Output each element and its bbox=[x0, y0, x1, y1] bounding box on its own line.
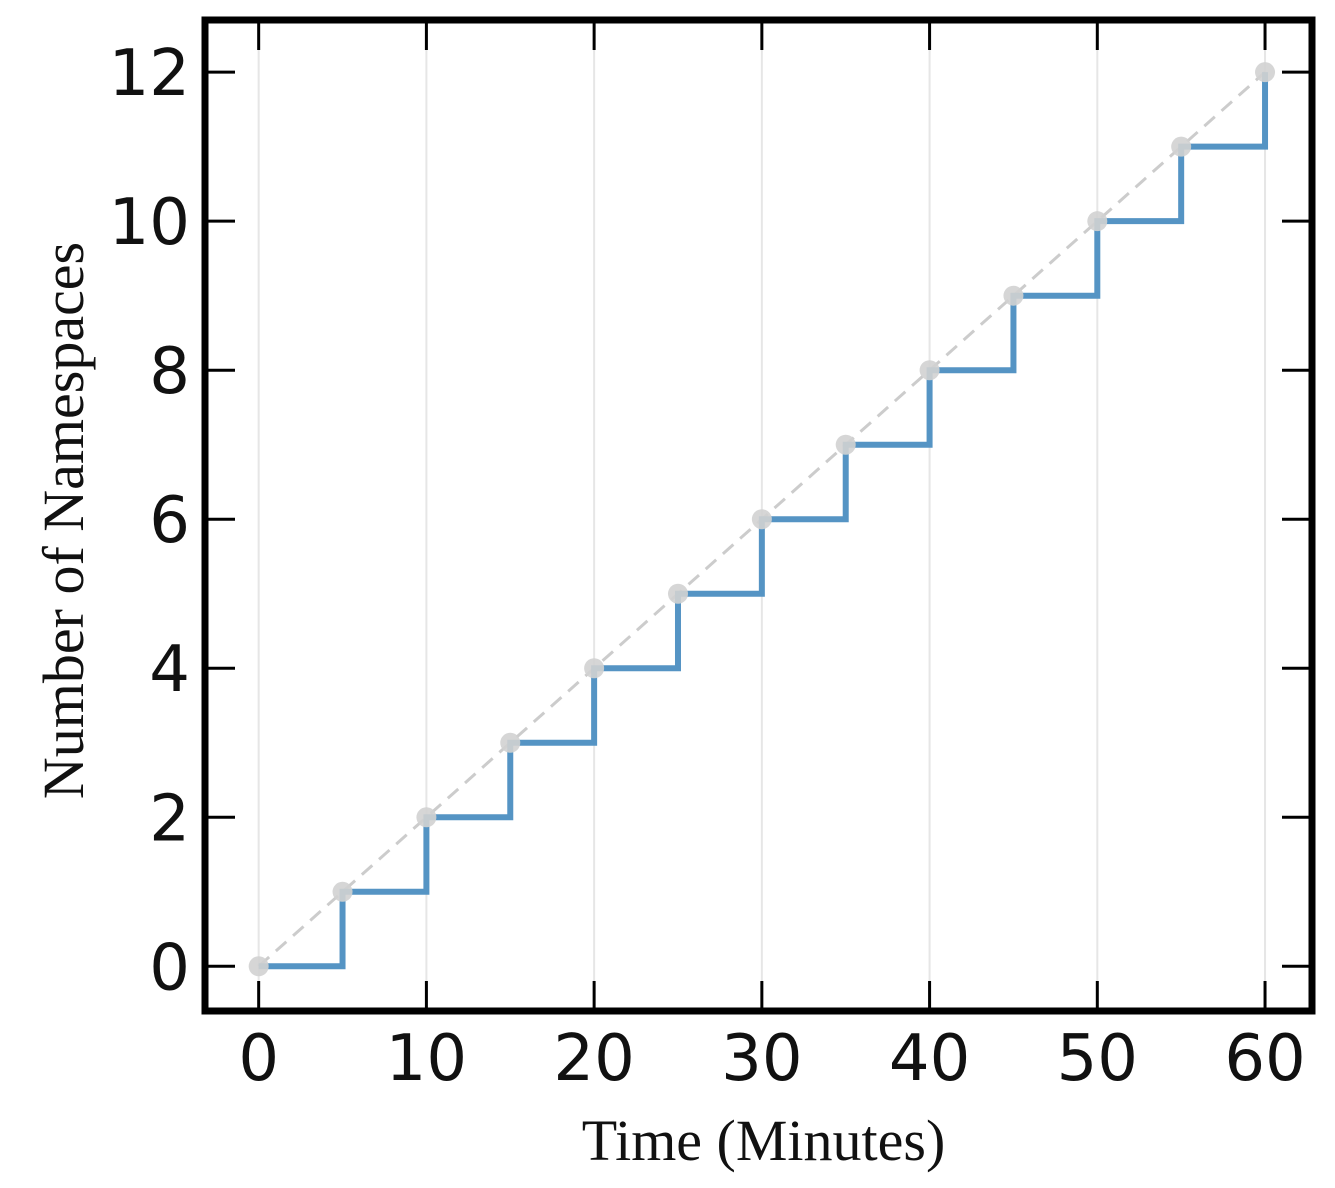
data-point bbox=[1087, 211, 1108, 232]
data-point bbox=[584, 658, 605, 679]
data-point bbox=[248, 956, 269, 977]
y-axis-title: Number of Namespaces bbox=[31, 242, 96, 799]
plot-area bbox=[248, 62, 1276, 977]
y-tick-label: 4 bbox=[149, 633, 190, 707]
plot-frame bbox=[201, 16, 1316, 1015]
x-tick-label: 10 bbox=[386, 1022, 467, 1096]
y-tick-label: 8 bbox=[149, 335, 190, 409]
y-tick-label: 12 bbox=[109, 37, 190, 111]
data-point bbox=[332, 881, 353, 902]
x-tick-label: 30 bbox=[721, 1022, 802, 1096]
x-tick-label: 20 bbox=[553, 1022, 634, 1096]
data-point bbox=[835, 434, 856, 455]
axis-ticks: 0 10 20 30 40 50 60 0 2 4 6 8 10 12 bbox=[109, 23, 1309, 1096]
y-tick-label: 10 bbox=[109, 186, 190, 260]
y-tick-label: 0 bbox=[149, 931, 190, 1005]
data-point bbox=[1171, 136, 1192, 157]
data-point bbox=[500, 732, 521, 753]
x-tick-label: 40 bbox=[889, 1022, 970, 1096]
y-tick-label: 6 bbox=[149, 484, 190, 558]
data-point bbox=[1255, 62, 1276, 83]
x-axis-title: Time (Minutes) bbox=[582, 1108, 946, 1173]
data-point bbox=[751, 509, 772, 530]
x-tick-label: 60 bbox=[1224, 1022, 1305, 1096]
grid bbox=[257, 20, 1267, 1011]
data-point bbox=[667, 583, 688, 604]
y-tick-label: 2 bbox=[149, 782, 190, 856]
x-tick-label: 50 bbox=[1057, 1022, 1138, 1096]
data-point bbox=[416, 807, 437, 828]
x-tick-label: 0 bbox=[238, 1022, 279, 1096]
data-point bbox=[919, 360, 940, 381]
data-point bbox=[1003, 285, 1024, 306]
